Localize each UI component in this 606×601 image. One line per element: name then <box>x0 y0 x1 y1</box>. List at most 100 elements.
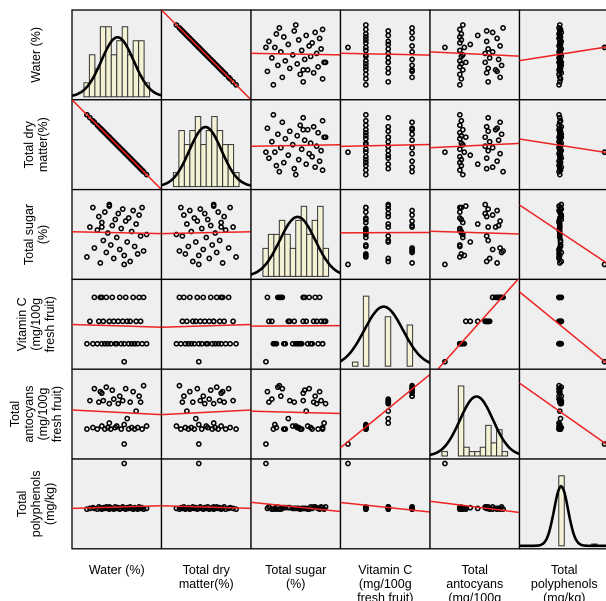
panel-vitc-vs-vitc <box>339 278 431 370</box>
data-point <box>556 81 562 88</box>
data-point <box>482 503 489 510</box>
data-point <box>456 122 463 129</box>
panel-frame <box>71 188 163 281</box>
panel-anto-vs-sugar <box>250 368 342 460</box>
panel-dry-vs-dry <box>160 99 252 191</box>
data-point <box>91 294 98 301</box>
data-point <box>300 126 307 133</box>
data-point <box>101 209 108 215</box>
panel-frame <box>160 458 252 550</box>
data-point <box>124 318 131 325</box>
histogram-bar <box>479 446 487 457</box>
data-point <box>233 340 239 347</box>
panel-plot-area <box>72 382 162 447</box>
x-axis-label-line: Total <box>551 563 577 577</box>
data-point <box>121 421 128 428</box>
data-point <box>213 384 220 391</box>
data-point <box>201 210 208 217</box>
data-point <box>362 129 369 136</box>
data-point <box>210 59 217 66</box>
data-point <box>297 71 304 78</box>
data-point <box>121 252 128 259</box>
data-point <box>289 340 296 347</box>
data-point <box>362 37 369 43</box>
panel-plot-area <box>430 201 520 268</box>
data-point <box>362 243 369 250</box>
data-point <box>485 206 492 212</box>
data-point <box>459 66 466 73</box>
data-point <box>118 340 125 347</box>
data-point <box>385 213 392 220</box>
panel-plot-area <box>340 373 430 449</box>
data-point <box>125 340 132 347</box>
data-point <box>127 258 134 265</box>
data-point <box>312 29 319 36</box>
data-point <box>91 245 98 251</box>
data-point <box>265 155 272 162</box>
data-point <box>268 396 275 403</box>
histogram-bar <box>558 475 565 547</box>
data-point <box>409 248 415 254</box>
density-curve <box>251 215 341 276</box>
data-point <box>233 506 239 513</box>
data-point <box>97 260 104 266</box>
data-point <box>456 243 463 250</box>
y-axis-label-line: Total sugar <box>22 204 36 265</box>
data-point <box>385 38 392 45</box>
data-point <box>206 255 213 262</box>
data-point <box>483 165 490 172</box>
data-point <box>462 59 469 66</box>
panel-plot-area <box>161 294 251 365</box>
data-point <box>409 74 415 81</box>
data-point <box>500 248 506 254</box>
panel-dry-vs-anto <box>429 99 521 191</box>
data-point <box>179 318 186 325</box>
data-point <box>316 158 323 165</box>
data-point <box>183 221 190 227</box>
data-point <box>233 254 239 260</box>
data-point <box>459 126 466 133</box>
data-point <box>362 251 369 257</box>
regression-line <box>519 46 606 62</box>
data-point <box>556 66 563 73</box>
data-point <box>409 212 415 218</box>
data-point <box>188 340 195 347</box>
data-point <box>456 215 463 221</box>
data-point <box>191 215 198 221</box>
data-point <box>87 397 93 404</box>
data-point <box>130 388 137 395</box>
panel-plot-area <box>251 382 341 447</box>
data-point <box>362 66 369 73</box>
data-point <box>192 239 199 245</box>
data-point <box>119 206 126 212</box>
histogram-bar <box>474 451 481 457</box>
panel-frame <box>71 458 163 550</box>
regression-line <box>72 409 162 416</box>
data-point <box>121 358 128 365</box>
data-point <box>274 62 281 69</box>
data-point <box>492 294 499 301</box>
data-point <box>106 400 113 407</box>
panel-water-vs-water <box>71 9 163 101</box>
data-point <box>315 129 322 136</box>
data-point <box>276 294 283 301</box>
data-point <box>385 128 392 135</box>
panel-frame <box>429 458 521 550</box>
y-axis-label-poly: Totalpolyphenols(mg/kg) <box>15 471 57 538</box>
data-point <box>558 59 565 66</box>
data-point <box>271 149 278 156</box>
y-axis-label-sugar: Total sugar(%) <box>22 204 50 265</box>
histogram-bar <box>205 130 213 188</box>
x-axis-label-line: fresh fruit) <box>357 591 413 601</box>
data-point <box>265 38 272 45</box>
data-point <box>84 506 90 513</box>
data-point <box>84 111 90 118</box>
data-point <box>409 260 415 266</box>
panel-dry-vs-poly <box>518 99 606 191</box>
data-point <box>225 385 232 392</box>
panel-frame <box>250 278 342 370</box>
data-point <box>213 249 220 256</box>
data-point <box>128 340 135 347</box>
data-point <box>140 168 147 175</box>
data-point <box>459 234 466 241</box>
